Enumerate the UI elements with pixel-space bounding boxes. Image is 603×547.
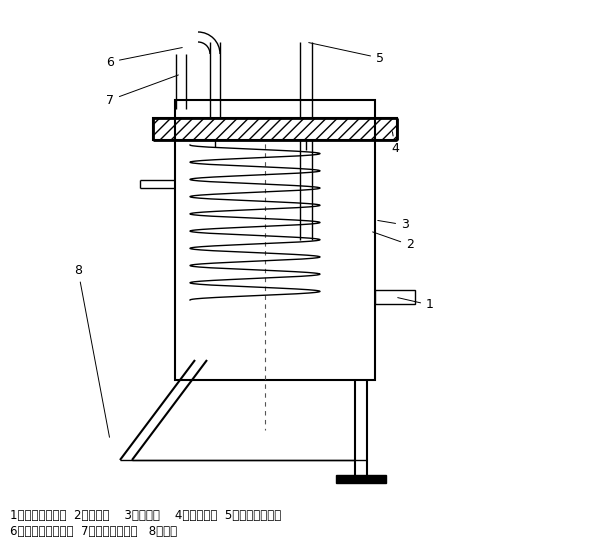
Bar bbox=[336, 475, 386, 483]
Text: 3: 3 bbox=[377, 218, 409, 231]
Text: 8: 8 bbox=[74, 264, 110, 437]
Bar bbox=[153, 118, 397, 140]
Bar bbox=[375, 290, 415, 304]
Bar bbox=[175, 100, 375, 380]
Text: 1: 1 bbox=[398, 298, 434, 311]
Text: 2: 2 bbox=[373, 232, 414, 252]
Text: 5: 5 bbox=[309, 43, 384, 65]
Text: 7: 7 bbox=[106, 75, 178, 107]
Text: 1、冷缺水进水口  2、冷却管    3、外壳体    4、本体法兰  5、冷却介质进口: 1、冷缺水进水口 2、冷却管 3、外壳体 4、本体法兰 5、冷却介质进口 bbox=[10, 509, 281, 522]
Text: 6: 6 bbox=[106, 48, 182, 68]
Text: 4: 4 bbox=[391, 132, 399, 154]
Text: 6、冷却介质取样口  7、冷却水出水口   8、支架: 6、冷却介质取样口 7、冷却水出水口 8、支架 bbox=[10, 525, 177, 538]
